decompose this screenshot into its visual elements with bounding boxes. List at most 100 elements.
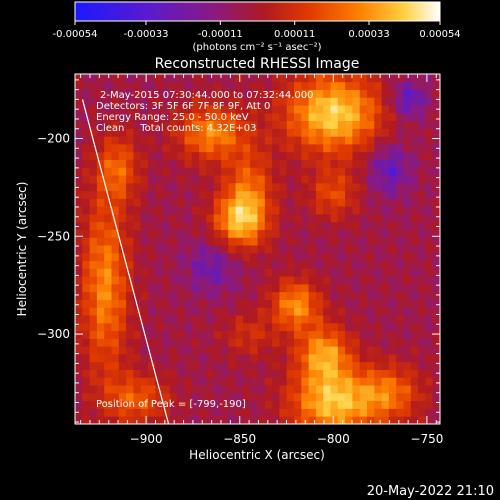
heatmap-cell: [221, 190, 229, 199]
heatmap-cell: [272, 392, 280, 402]
heatmap-cell: [133, 229, 142, 238]
heatmap-cell: [367, 385, 375, 394]
heatmap-cell: [337, 245, 346, 254]
heatmap-cell: [301, 408, 309, 417]
heatmap-cell: [359, 120, 368, 129]
heatmap-cell: [75, 151, 83, 160]
heatmap-cell: [425, 400, 434, 409]
heatmap-cell: [191, 120, 200, 129]
heatmap-cell: [206, 151, 215, 160]
heatmap-cell: [75, 97, 83, 106]
heatmap-cell: [286, 291, 295, 300]
heatmap-cell: [155, 354, 163, 363]
heatmap-cell: [403, 354, 412, 363]
heatmap-cell: [294, 338, 302, 347]
heatmap-cell: [228, 416, 236, 424]
heatmap-cell: [367, 175, 375, 184]
heatmap-cell: [199, 221, 207, 230]
heatmap-cell: [286, 338, 295, 347]
heatmap-cell: [111, 291, 120, 300]
heatmap-cell: [396, 214, 404, 223]
heatmap-cell: [410, 369, 419, 378]
heatmap-cell: [104, 284, 112, 293]
heatmap-cell: [264, 151, 273, 160]
heatmap-cell: [286, 400, 295, 409]
heatmap-cell: [374, 105, 382, 114]
heatmap-cell: [89, 190, 98, 199]
heatmap-cell: [352, 74, 361, 83]
heatmap-cell: [410, 307, 419, 316]
heatmap-cell: [345, 377, 353, 386]
heatmap-cell: [294, 354, 302, 363]
heatmap-cell: [96, 268, 105, 277]
heatmap-cell: [315, 120, 324, 129]
heatmap-cell: [396, 284, 404, 293]
heatmap-cell: [352, 346, 361, 355]
heatmap-cell: [315, 89, 324, 98]
heatmap-cell: [104, 361, 112, 370]
heatmap-cell: [418, 307, 426, 316]
heatmap-cell: [104, 260, 112, 269]
heatmap-cell: [177, 260, 185, 269]
heatmap-cell: [155, 276, 163, 285]
heatmap-cell: [330, 416, 339, 424]
heatmap-cell: [257, 237, 266, 246]
heatmap-cell: [279, 167, 288, 176]
heatmap-cell: [301, 144, 309, 153]
heatmap-cell: [418, 400, 426, 409]
x-tick-label: −900: [130, 432, 163, 446]
heatmap-cell: [213, 276, 222, 285]
heatmap-cell: [213, 229, 222, 238]
heatmap-cell: [75, 299, 83, 308]
heatmap-cell: [206, 369, 215, 378]
heatmap-cell: [432, 385, 440, 394]
heatmap-cell: [279, 206, 288, 215]
heatmap-cell: [82, 338, 90, 347]
heatmap-cell: [381, 175, 390, 184]
heatmap-cell: [199, 291, 207, 300]
heatmap-cell: [250, 408, 258, 417]
heatmap-cell: [82, 307, 90, 316]
heatmap-cell: [272, 182, 280, 192]
heatmap-cell: [89, 81, 98, 90]
heatmap-cell: [257, 112, 266, 122]
heatmap-cell: [272, 97, 280, 106]
heatmap-cell: [228, 338, 236, 347]
heatmap-cell: [352, 416, 361, 424]
heatmap-cell: [104, 385, 112, 394]
heatmap-cell: [191, 182, 200, 192]
heatmap-cell: [213, 105, 222, 114]
heatmap-cell: [396, 190, 404, 199]
heatmap-cell: [286, 97, 295, 106]
heatmap-cell: [410, 128, 419, 137]
heatmap-cell: [286, 260, 295, 269]
heatmap-cell: [206, 354, 215, 363]
heatmap-cell: [177, 408, 185, 417]
heatmap-cell: [184, 385, 193, 394]
heatmap-cell: [337, 330, 346, 339]
heatmap-cell: [221, 221, 229, 230]
heatmap-cell: [286, 237, 295, 246]
heatmap-cell: [155, 89, 163, 98]
heatmap-cell: [162, 89, 171, 98]
heatmap-cell: [140, 120, 149, 129]
heatmap-cell: [337, 361, 346, 370]
heatmap-cell: [111, 105, 120, 114]
heatmap-cell: [359, 361, 368, 370]
heatmap-cell: [199, 144, 207, 153]
heatmap-cell: [381, 167, 390, 176]
heatmap-cell: [177, 322, 185, 332]
heatmap-cell: [315, 136, 324, 145]
heatmap-cell: [75, 322, 83, 332]
heatmap-cell: [352, 299, 361, 308]
heatmap-cell: [396, 120, 404, 129]
heatmap-cell: [345, 346, 353, 355]
heatmap-cell: [301, 392, 309, 402]
heatmap-cell: [118, 167, 127, 176]
heatmap-cell: [191, 291, 200, 300]
heatmap-cell: [162, 198, 171, 207]
heatmap-cell: [213, 268, 222, 277]
heatmap-cell: [82, 377, 90, 386]
heatmap-cell: [75, 159, 83, 168]
y-tick-label: −200: [37, 132, 70, 146]
